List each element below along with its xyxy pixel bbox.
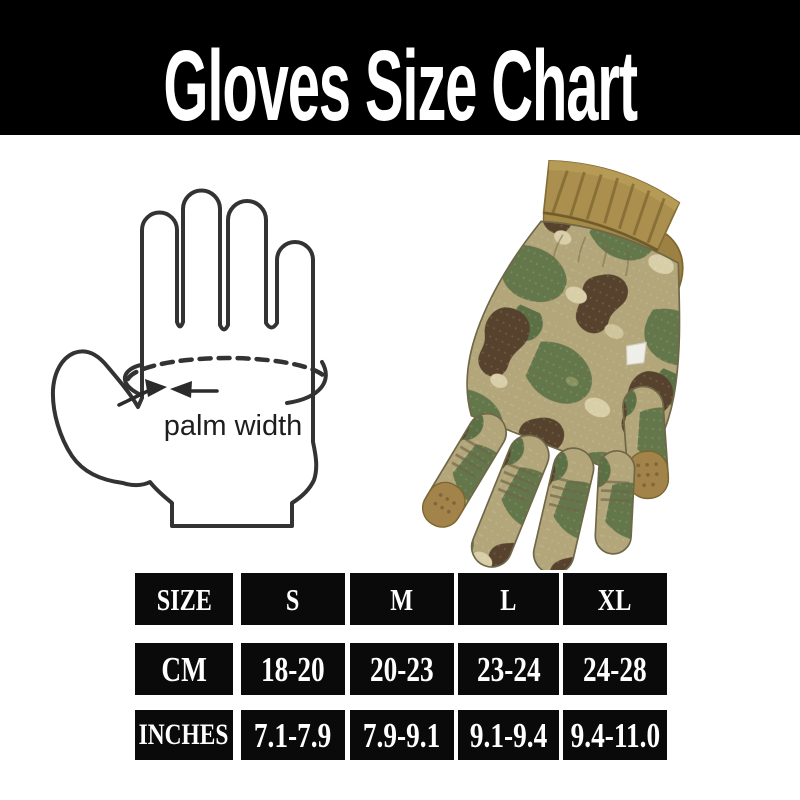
table-header-cell: SIZE <box>135 573 233 625</box>
table-label-cell: CM <box>135 643 233 695</box>
palm-width-label: palm width <box>164 410 303 442</box>
table-row-size: SIZE S M L XL <box>135 573 675 625</box>
glove-finger-pinky <box>594 450 636 555</box>
palm-girth-dashed-arc <box>125 355 327 382</box>
page-title: Gloves Size Chart <box>163 29 638 142</box>
header-bar: Gloves Size Chart <box>0 0 800 142</box>
camo-glove-icon <box>421 159 684 570</box>
table-header-cell: M <box>350 573 454 625</box>
size-table: SIZE S M L XL CM 18-20 20-23 23-24 24-28… <box>135 573 675 760</box>
table-cell: 7.9-9.1 <box>350 710 454 760</box>
table-cell: 9.4-11.0 <box>563 710 667 760</box>
measure-arrows-icon <box>117 379 219 407</box>
glove-cuff <box>542 159 681 252</box>
table-label-cell: INCHES <box>135 710 233 760</box>
hand-outline-icon: palm width <box>50 188 328 528</box>
glove-finger-ring <box>532 447 595 570</box>
table-cell: 18-20 <box>241 643 345 695</box>
table-row-cm: CM 18-20 20-23 23-24 24-28 <box>135 643 675 695</box>
table-cell: 9.1-9.4 <box>458 710 559 760</box>
glove-finger-middle <box>470 434 550 568</box>
table-cell: 20-23 <box>350 643 454 695</box>
table-header-cell: L <box>458 573 559 625</box>
palm-width-diagram: palm width <box>40 150 400 570</box>
table-header-cell: S <box>241 573 345 625</box>
table-cell: 7.1-7.9 <box>241 710 345 760</box>
palm-girth-right-arc <box>285 360 328 405</box>
glove-illustration <box>421 159 684 570</box>
glove-tag <box>625 341 647 366</box>
table-row-inches: INCHES 7.1-7.9 7.9-9.1 9.1-9.4 9.4-11.0 <box>135 710 675 760</box>
table-cell: 23-24 <box>458 643 559 695</box>
table-cell: 24-28 <box>563 643 667 695</box>
table-header-cell: XL <box>563 573 667 625</box>
glove-product-photo <box>400 150 800 570</box>
palm-girth-left-arc <box>123 363 143 396</box>
glove-finger-index <box>421 412 507 528</box>
